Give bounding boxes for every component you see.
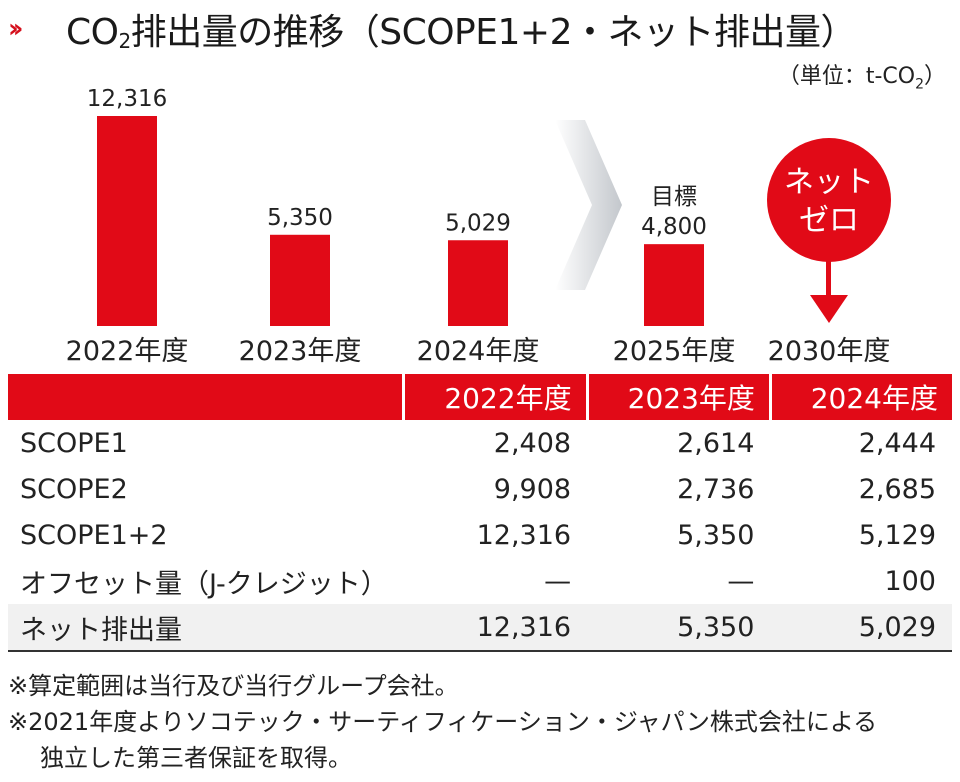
bar-3 [644, 244, 704, 326]
title-row: ›› CO2排出量の推移（SCOPE1+2・ネット排出量） [8, 4, 856, 54]
bar-value-label: 12,316 [87, 86, 167, 112]
bar-value-label: 4,800 [641, 214, 707, 240]
table-header-2023: 2023年度 [585, 374, 771, 420]
down-arrow-head [810, 295, 848, 323]
row-label: SCOPE2 [20, 473, 128, 505]
row-label: ネット排出量 [8, 604, 404, 652]
table-row-scope1: SCOPE1 2,408 2,614 2,444 [8, 420, 952, 466]
table-header-blank [8, 374, 404, 420]
row-label: SCOPE1 [20, 427, 128, 459]
table-header-2024: 2024年度 [768, 374, 952, 420]
cell-2024: 5,129 [858, 519, 936, 551]
table-row-scope1-2: SCOPE1+2 12,316 5,350 5,129 [8, 512, 952, 558]
net-zero-line1: ネット [784, 165, 874, 200]
bar-2 [448, 240, 508, 326]
table-row-offset: オフセット量（J-クレジット） — — 100 [8, 558, 952, 604]
cell-2023: — [727, 565, 755, 597]
category-label: 2024年度 [417, 336, 540, 367]
down-arrow-shaft [826, 260, 831, 296]
cell-2024: 2,685 [858, 473, 936, 505]
cell-2024: 5,029 [770, 604, 952, 652]
table-row-net: ネット排出量 12,316 5,350 5,029 [8, 604, 952, 652]
emissions-table: 2022年度 2023年度 2024年度 SCOPE1 2,408 2,614 … [8, 374, 952, 652]
cell-2023: 5,350 [677, 519, 755, 551]
category-label: 2023年度 [239, 336, 362, 367]
bar-1 [270, 234, 330, 326]
footnote-assurance: ※2021年度よりソコテック・サーティフィケーション・ジャパン株式会社による [8, 708, 878, 736]
row-label: SCOPE1+2 [20, 519, 168, 551]
cell-2022: 2,408 [493, 427, 572, 459]
bar-value-label: 5,350 [267, 205, 333, 231]
table-header-row: 2022年度 2023年度 2024年度 [8, 374, 952, 420]
footnote-scope: ※算定範囲は当行及び当行グループ会社。 [8, 672, 459, 700]
bar-value-label: 5,029 [445, 210, 511, 236]
cell-2022: 12,316 [476, 519, 572, 551]
table-row-scope2: SCOPE2 9,908 2,736 2,685 [8, 466, 952, 512]
cell-2023: 5,350 [587, 604, 771, 652]
net-zero-marker: ネット ゼロ [767, 138, 891, 323]
bar-0 [97, 116, 157, 326]
footnotes: ※算定範囲は当行及び当行グループ会社。 ※2021年度よりソコテック・サーティフ… [8, 668, 877, 776]
cell-2022: 12,316 [403, 604, 588, 652]
category-label: 2030年度 [768, 336, 891, 367]
row-label: オフセット量（J-クレジット） [20, 568, 388, 600]
cell-2022: 9,908 [493, 473, 572, 505]
cell-2023: 2,614 [677, 427, 755, 459]
transition-arrow [555, 120, 622, 290]
table-header-2022: 2022年度 [402, 374, 588, 420]
category-label: 2022年度 [66, 336, 189, 367]
cell-2024: 100 [884, 565, 936, 597]
unit-label: （単位：t-CO2） [777, 64, 946, 93]
chart-title: CO2排出量の推移（SCOPE1+2・ネット排出量） [66, 12, 856, 53]
net-zero-line2: ゼロ [799, 203, 859, 238]
cell-2024: 2,444 [858, 427, 936, 459]
cell-2023: 2,736 [677, 473, 755, 505]
target-label: 目標 [651, 184, 697, 210]
net-zero-circle [767, 138, 891, 262]
bar-chart: 12,316 2022年度 5,350 2023年度 5,029 2024年度 4,800 目… [66, 86, 891, 367]
category-label: 2025年度 [613, 336, 736, 367]
footnote-assurance-cont: 独立した第三者保証を取得。 [40, 744, 352, 772]
cell-2022: — [544, 565, 572, 597]
double-chevron-right-icon: ›› [8, 14, 23, 44]
